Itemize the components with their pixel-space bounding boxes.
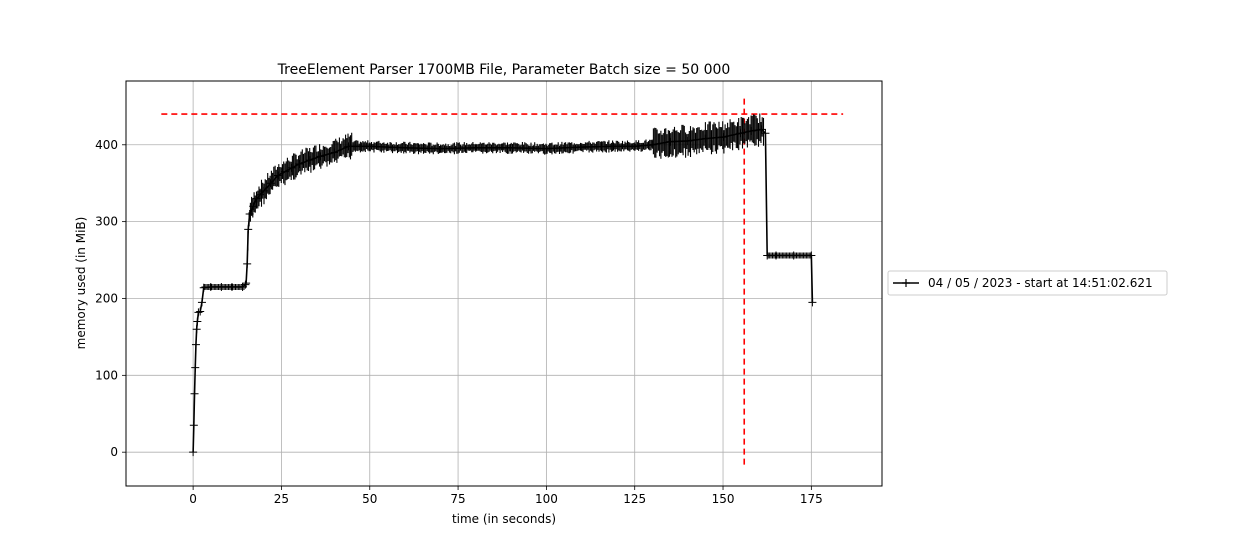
data-point-marker [206,282,215,291]
data-point-marker [507,143,516,152]
data-point-marker [295,159,304,168]
data-point-marker [194,308,203,317]
data-point-marker [719,133,728,142]
series-fluctuation-band [201,113,814,290]
data-point-marker [808,298,817,307]
data-point-marker [244,225,253,234]
y-axis-ticks: 0 100 200 300 400 [95,138,126,459]
x-tick-label: 50 [362,492,377,506]
legend-frame [887,270,1168,296]
data-point-marker [243,259,252,268]
series-dense-samples [247,113,765,251]
x-tick-label: 125 [623,492,646,506]
x-tick-label: 175 [800,492,823,506]
data-point-marker [197,298,206,307]
data-point-marker [772,251,781,260]
data-point-marker [365,142,374,151]
plot-area-frame [125,80,883,487]
data-point-marker [648,140,657,149]
y-tick-label: 100 [95,368,118,382]
data-point-marker [191,340,200,349]
data-point-marker [256,190,265,199]
legend-label: 04 / 05 / 2023 - start at 14:51:02.621 [928,276,1153,290]
data-point-marker [736,129,745,138]
data-point-marker [747,126,756,135]
y-axis-title: memory used (in MiB) [74,217,88,350]
data-point-marker [193,317,202,326]
data-point-marker [245,209,254,218]
y-tick-label: 300 [95,215,118,229]
data-point-marker [190,389,199,398]
data-point-marker [192,325,201,334]
data-point-marker [288,163,297,172]
data-point-marker [252,194,261,203]
y-tick-label: 200 [95,291,118,305]
data-point-marker [757,125,766,134]
y-tick-label: 400 [95,138,118,152]
data-point-marker [273,171,282,180]
data-point-marker [189,448,198,457]
legend-marker-plus [902,279,910,287]
y-tick-label: 0 [110,445,118,459]
data-point-marker [789,251,798,260]
data-point-marker [191,363,200,372]
data-point-marker [436,144,445,153]
data-point-marker [316,152,325,161]
data-point-marker [344,142,353,151]
data-point-marker [266,179,275,188]
data-point-marker [241,280,250,289]
data-point-marker [249,202,258,211]
data-point-marker [761,129,770,138]
data-point-marker [763,251,772,260]
x-tick-label: 100 [535,492,558,506]
data-point-marker [242,279,251,288]
data-point-marker [305,156,314,165]
legend: 04 / 05 / 2023 - start at 14:51:02.621 [887,270,1168,296]
data-point-marker [217,282,226,291]
data-point-marker [701,134,710,143]
reference-lines [161,98,844,468]
data-point-marker [189,421,198,430]
data-point-marker [259,186,268,195]
data-point-marker [807,251,816,260]
grid-lines [126,81,882,486]
data-point-marker [471,143,480,152]
chart-title: TreeElement Parser 1700MB File, Paramete… [277,62,731,78]
data-point-marker [542,144,551,153]
x-tick-label: 25 [274,492,289,506]
series-layer [189,125,817,457]
data-point-marker [227,282,236,291]
data-point-marker [666,137,675,146]
x-tick-label: 0 [189,492,197,506]
data-point-marker [280,167,289,176]
series-plateau-samples [201,252,814,290]
data-point-marker [630,142,639,151]
data-point-marker [196,307,205,316]
data-point-marker [609,142,618,151]
x-tick-label: 150 [712,492,735,506]
data-point-marker [330,148,339,157]
data-point-marker [199,283,208,292]
x-tick-label: 75 [450,492,465,506]
data-point-marker [683,136,692,145]
data-point-marker [401,143,410,152]
x-axis-title: time (in seconds) [452,512,556,526]
x-axis-ticks: 0 25 50 75 100 125 150 175 [189,486,823,506]
data-point-marker [577,143,586,152]
